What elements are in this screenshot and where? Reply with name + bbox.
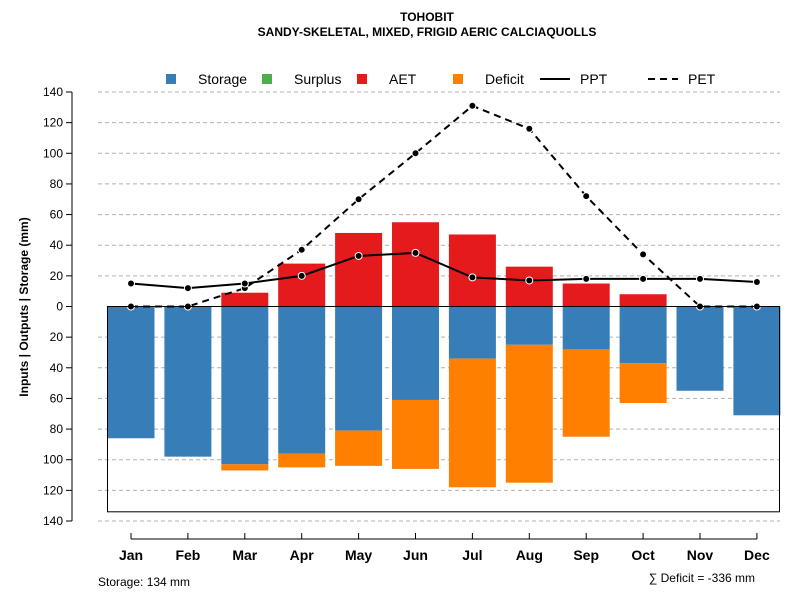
deficit-bar [562, 349, 610, 437]
ppt-point [354, 251, 363, 260]
chart-subtitle: SANDY-SKELETAL, MIXED, FRIGID AERIC CALC… [258, 25, 597, 39]
storage-bar [335, 306, 383, 431]
ppt-point [525, 276, 534, 285]
y-tick-label: 20 [50, 330, 64, 344]
aet-bar [505, 266, 553, 307]
pet-point [468, 101, 477, 110]
chart-title: TOHOBIT [400, 10, 454, 24]
storage-bar [164, 306, 212, 457]
y-tick-label: 100 [43, 453, 63, 467]
y-tick-label: 60 [50, 391, 64, 405]
storage-bar [107, 306, 155, 439]
y-tick-label: 40 [50, 361, 64, 375]
storage-bar [676, 306, 724, 391]
ppt-point [411, 248, 420, 257]
x-tick-label: Mar [232, 547, 257, 563]
ppt-point [297, 271, 306, 280]
legend-label: PPT [580, 71, 608, 87]
storage-bar [619, 306, 667, 364]
legend: Storage Surplus AET Deficit PPT PET [166, 71, 716, 87]
y-tick-label: 20 [50, 269, 64, 283]
x-tick-label: Apr [290, 547, 315, 563]
deficit-bar [278, 453, 326, 468]
x-tick-label: Oct [631, 547, 655, 563]
deficit-bar [335, 430, 383, 466]
legend-swatch [262, 74, 272, 84]
aet-bar [619, 294, 667, 307]
ppt-point [582, 274, 591, 283]
x-tick-label: Jul [462, 547, 482, 563]
y-tick-label: 100 [43, 146, 63, 160]
pet-point [582, 192, 591, 201]
storage-bar [221, 306, 269, 465]
pet-point [354, 195, 363, 204]
y-tick-label: 40 [50, 238, 64, 252]
deficit-bar [392, 399, 439, 469]
legend-swatch [357, 74, 367, 84]
legend-swatch [166, 74, 176, 84]
y-tick-label: 80 [50, 177, 64, 191]
pet-point [639, 250, 648, 259]
x-tick-label: Nov [687, 547, 714, 563]
axes-layer: 140 120 100 80 60 40 20 0 20 40 60 80 100 120 140 Jan Fe… [43, 85, 780, 563]
deficit-bar [221, 464, 269, 471]
deficit-bar [619, 363, 667, 404]
y-tick-label: 60 [50, 208, 64, 222]
x-tick-label: Sep [573, 547, 599, 563]
x-tick-label: Jan [119, 547, 143, 563]
y-tick-label: 120 [43, 116, 63, 130]
legend-label: Storage [198, 71, 247, 87]
deficit-bar [505, 344, 553, 483]
y-tick-label: 140 [43, 85, 63, 99]
lines-layer [127, 101, 761, 311]
legend-label: AET [389, 71, 417, 87]
ppt-line [130, 251, 757, 290]
storage-bar [505, 306, 553, 345]
x-tick-label: Jun [403, 547, 428, 563]
ppt-point [127, 279, 135, 288]
y-tick-label: 0 [56, 300, 63, 314]
pet-point [297, 245, 306, 254]
y-tick-label: 140 [43, 514, 63, 528]
x-tick-label: May [345, 547, 372, 563]
ppt-point [639, 274, 648, 283]
ppt-point [696, 274, 704, 283]
storage-footer: Storage: 134 mm [98, 575, 190, 589]
bars-layer [107, 222, 781, 488]
legend-label: Deficit [485, 71, 524, 87]
pet-point [525, 124, 534, 133]
y-tick-label: 80 [50, 422, 64, 436]
aet-bar [221, 292, 269, 307]
storage-bar [562, 306, 610, 350]
x-tick-label: Dec [744, 547, 770, 563]
ppt-point [468, 273, 477, 282]
deficit-bar [448, 358, 496, 488]
y-tick-label: 120 [43, 483, 63, 497]
pet-point [411, 149, 420, 158]
storage-bar [448, 306, 496, 359]
x-tick-label: Feb [175, 547, 200, 563]
pet-line [131, 104, 757, 308]
legend-label: PET [688, 71, 716, 87]
storage-bar [733, 306, 781, 416]
aet-bar [335, 232, 383, 307]
storage-bar [278, 306, 326, 454]
deficit-footer: ∑ Deficit = -336 mm [649, 571, 755, 585]
legend-swatch [453, 74, 463, 84]
ppt-point [240, 279, 249, 288]
aet-bar [562, 283, 610, 307]
y-axis-label: Inputs | Outputs | Storage (mm) [17, 217, 31, 396]
x-tick-label: Aug [516, 547, 543, 563]
aet-bar [392, 222, 439, 307]
legend-label: Surplus [294, 71, 341, 87]
storage-bar [392, 306, 439, 400]
ppt-point [183, 284, 192, 293]
ppt-point [752, 277, 761, 286]
